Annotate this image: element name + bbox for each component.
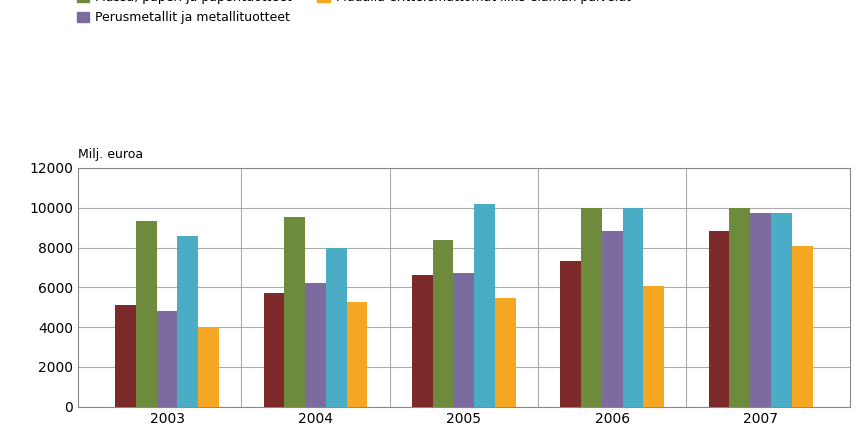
Bar [433, 240, 453, 407]
Text: Milj. euroa: Milj. euroa [78, 149, 143, 161]
Bar [136, 221, 157, 407]
Bar [643, 286, 664, 407]
Bar [157, 311, 178, 407]
Bar [453, 273, 474, 407]
Bar [495, 298, 516, 407]
Bar [326, 248, 347, 407]
Bar [771, 213, 792, 407]
Bar [581, 208, 602, 407]
Bar [115, 305, 136, 407]
Bar [792, 246, 812, 407]
Legend: Koneet ja laitteet, Massa, paperi ja paperituotteet, Perusmetallit ja metallituo: Koneet ja laitteet, Massa, paperi ja pap… [76, 0, 630, 24]
Bar [284, 217, 305, 407]
Bar [199, 327, 219, 407]
Bar [602, 231, 623, 407]
Bar [305, 283, 326, 407]
Bar [708, 231, 729, 407]
Bar [178, 236, 199, 407]
Bar [623, 208, 643, 407]
Bar [750, 213, 771, 407]
Bar [729, 208, 750, 407]
Bar [347, 302, 368, 407]
Bar [474, 204, 495, 407]
Bar [264, 293, 284, 407]
Bar [412, 275, 433, 407]
Bar [560, 261, 581, 407]
